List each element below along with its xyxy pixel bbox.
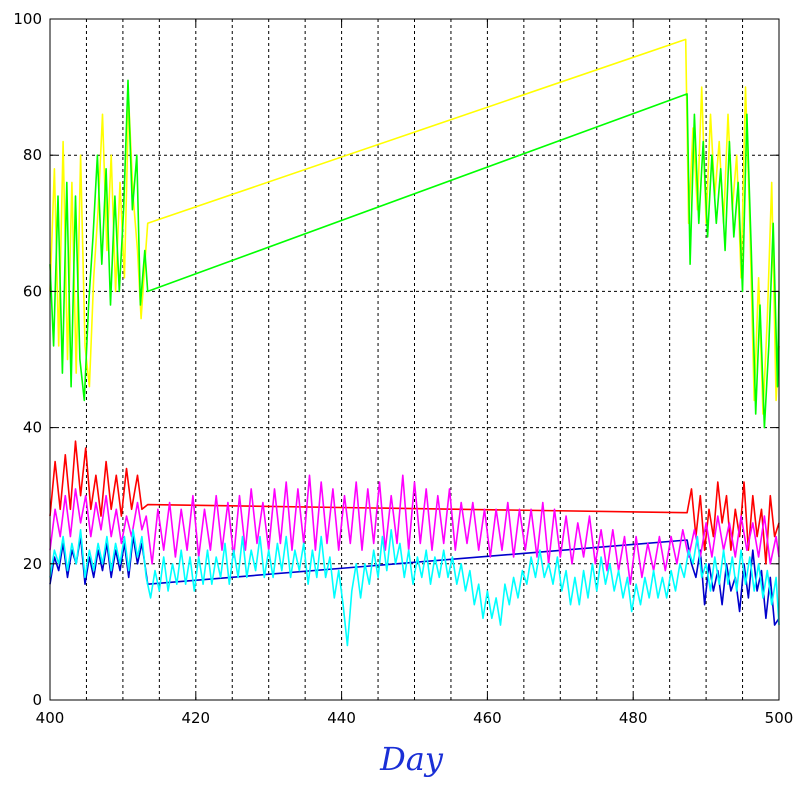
y-tick-label: 20 — [23, 555, 42, 573]
x-tick-label: 440 — [327, 709, 356, 727]
y-tick-label: 40 — [23, 419, 42, 437]
x-tick-label: 420 — [181, 709, 210, 727]
x-tick-label: 460 — [473, 709, 502, 727]
axis-ticks: 0 20 40 60 80 100 400 420 440 460 480 500 — [13, 10, 793, 727]
series-line-2 — [49, 79, 780, 429]
x-axis-label: Day — [379, 740, 444, 778]
grid-lines — [50, 19, 779, 700]
y-tick-label: 80 — [23, 146, 42, 164]
x-tick-label: 400 — [36, 709, 65, 727]
series-lines — [49, 38, 780, 647]
y-tick-label: 0 — [32, 691, 42, 709]
x-tick-label: 500 — [765, 709, 794, 727]
x-tick-label: 480 — [619, 709, 648, 727]
y-tick-label: 100 — [13, 10, 42, 28]
plot-frame — [49, 18, 780, 701]
series-line-6 — [49, 528, 780, 647]
y-tick-label: 60 — [23, 282, 42, 300]
